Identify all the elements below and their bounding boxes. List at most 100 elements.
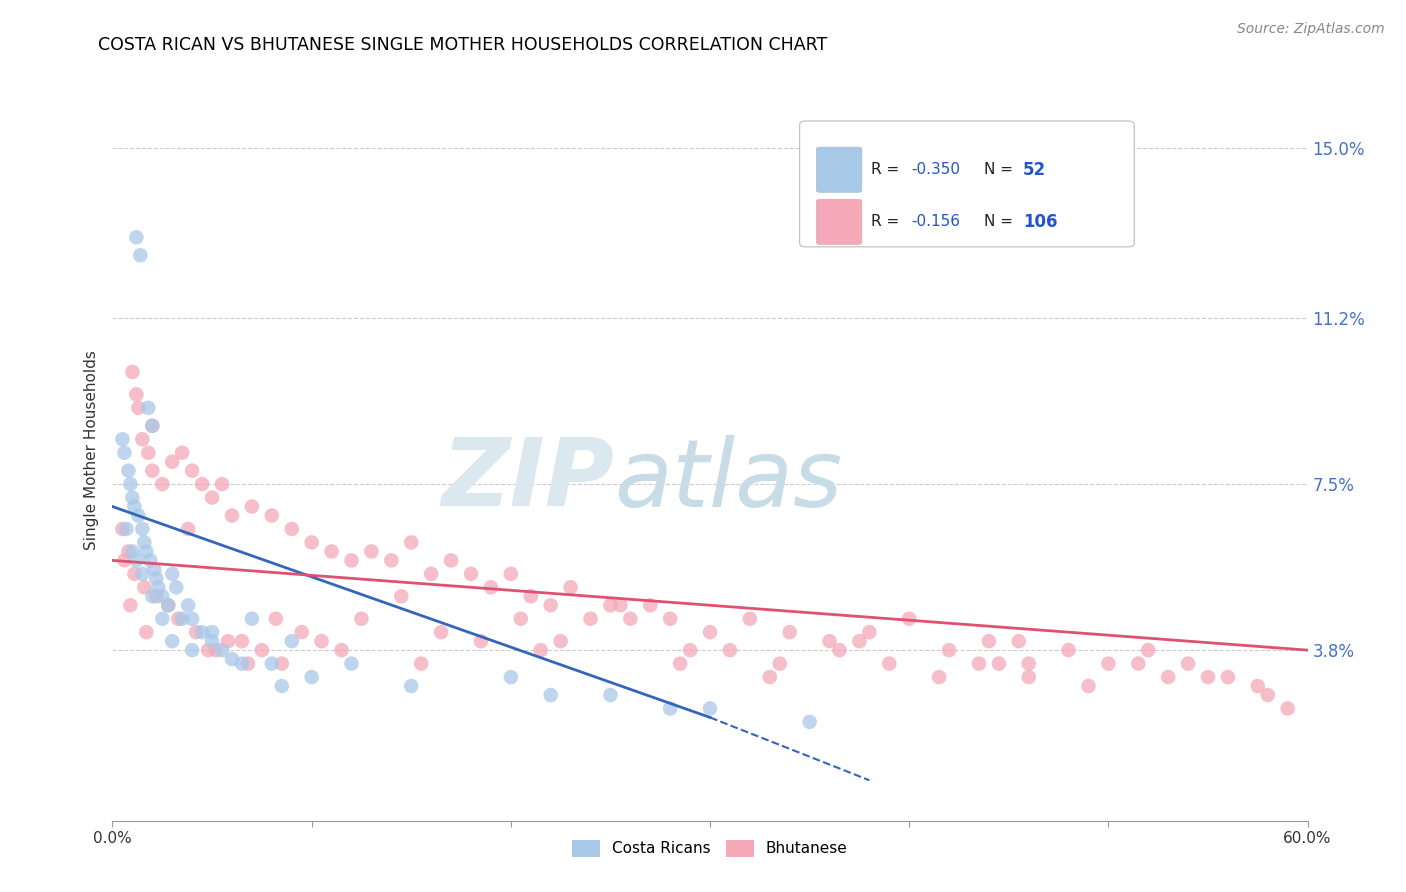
Point	[181, 464, 204, 478]
Point	[679, 643, 702, 657]
Point	[1247, 679, 1270, 693]
Point	[1057, 643, 1080, 657]
Point	[143, 562, 166, 576]
Point	[221, 652, 243, 666]
Point	[111, 432, 134, 446]
Point	[150, 589, 173, 603]
Point	[340, 657, 363, 671]
Point	[121, 365, 143, 379]
Point	[659, 701, 682, 715]
Point	[977, 634, 1000, 648]
Point	[360, 544, 382, 558]
Point	[818, 634, 841, 648]
Point	[550, 634, 572, 648]
Point	[1018, 670, 1040, 684]
Point	[162, 634, 183, 648]
Text: Source: ZipAtlas.com: Source: ZipAtlas.com	[1237, 22, 1385, 37]
Point	[321, 544, 343, 558]
Point	[779, 625, 801, 640]
Point	[131, 432, 153, 446]
Point	[191, 625, 214, 640]
Point	[201, 491, 224, 505]
Point	[138, 446, 160, 460]
Point	[350, 612, 373, 626]
Point	[440, 553, 463, 567]
Point	[150, 612, 173, 626]
Point	[270, 679, 292, 693]
Point	[699, 701, 721, 715]
Point	[520, 589, 543, 603]
Text: ZIP: ZIP	[441, 434, 614, 526]
Point	[197, 643, 219, 657]
Point	[1216, 670, 1239, 684]
Point	[1097, 657, 1119, 671]
Point	[270, 657, 292, 671]
Point	[150, 477, 173, 491]
Point	[828, 643, 851, 657]
Point	[236, 657, 259, 671]
Point	[111, 522, 134, 536]
Point	[301, 670, 323, 684]
Point	[401, 535, 423, 549]
Text: R =: R =	[872, 214, 910, 229]
Point	[125, 387, 148, 401]
Point	[460, 566, 482, 581]
Point	[124, 500, 146, 514]
Point	[1008, 634, 1031, 648]
Text: 52: 52	[1024, 161, 1046, 178]
Point	[162, 566, 183, 581]
Point	[898, 612, 921, 626]
Point	[380, 553, 402, 567]
Point	[260, 657, 283, 671]
Y-axis label: Single Mother Households: Single Mother Households	[84, 351, 100, 550]
Point	[217, 634, 239, 648]
Point	[738, 612, 761, 626]
Point	[125, 230, 148, 244]
Point	[330, 643, 353, 657]
Text: -0.350: -0.350	[911, 162, 960, 178]
Legend: Costa Ricans, Bhutanese: Costa Ricans, Bhutanese	[565, 832, 855, 865]
Point	[928, 670, 950, 684]
Point	[186, 625, 208, 640]
Point	[281, 522, 304, 536]
Point	[401, 679, 423, 693]
Point	[127, 401, 149, 415]
Point	[250, 643, 273, 657]
Point	[124, 566, 146, 581]
Point	[540, 688, 562, 702]
Text: N =: N =	[984, 214, 1018, 229]
Point	[121, 491, 143, 505]
Point	[1077, 679, 1099, 693]
Point	[560, 580, 582, 594]
Point	[191, 477, 214, 491]
Point	[1177, 657, 1199, 671]
Point	[231, 634, 253, 648]
Point	[134, 535, 156, 549]
Point	[430, 625, 453, 640]
Point	[1157, 670, 1180, 684]
Point	[579, 612, 602, 626]
Point	[201, 625, 224, 640]
Point	[967, 657, 990, 671]
Point	[659, 612, 682, 626]
FancyBboxPatch shape	[800, 121, 1135, 247]
Point	[141, 418, 163, 433]
Point	[221, 508, 243, 523]
Point	[1128, 657, 1150, 671]
Point	[177, 522, 200, 536]
Point	[117, 464, 139, 478]
Point	[699, 625, 721, 640]
Point	[211, 477, 233, 491]
Text: -0.156: -0.156	[911, 214, 960, 229]
Point	[858, 625, 880, 640]
Point	[115, 522, 138, 536]
Point	[177, 599, 200, 613]
Point	[619, 612, 641, 626]
Point	[121, 544, 143, 558]
Point	[201, 634, 224, 648]
Point	[1137, 643, 1160, 657]
Point	[540, 599, 562, 613]
Point	[530, 643, 553, 657]
Point	[411, 657, 433, 671]
Point	[420, 566, 443, 581]
